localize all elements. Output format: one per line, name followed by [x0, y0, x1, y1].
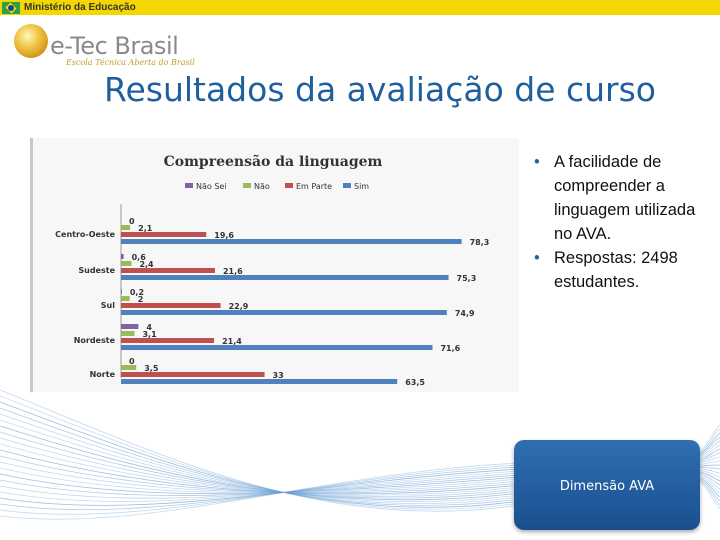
ministry-header: Ministério da Educação — [2, 1, 136, 14]
bar — [121, 372, 265, 377]
legend-label: Não Sei — [196, 182, 227, 191]
legend-label: Sim — [354, 182, 369, 191]
legend-swatch — [343, 183, 351, 188]
legend-label: Não — [254, 182, 270, 191]
data-label: 4 — [146, 323, 152, 332]
chart-legend: Não Sei Não Em Parte Sim — [185, 182, 369, 191]
data-label: 0 — [129, 217, 135, 226]
ministry-name: Ministério da Educação — [24, 2, 136, 13]
category-label: Centro-Oeste — [55, 230, 115, 239]
data-label: 33 — [273, 371, 284, 380]
bar — [121, 289, 122, 294]
legend-swatch — [185, 183, 193, 188]
bar — [121, 338, 215, 343]
logo-subtitle: Escola Técnica Aberta do Brasil — [66, 58, 195, 67]
data-label: 22,9 — [229, 302, 249, 311]
bar — [121, 254, 124, 259]
logo-name: e-Tec Brasil — [50, 32, 179, 60]
bar — [121, 275, 449, 280]
chart-title: Compreensão da linguagem — [164, 153, 383, 170]
globe-icon — [14, 24, 48, 58]
data-label: 3,5 — [144, 364, 159, 373]
data-label: 2,1 — [138, 224, 153, 233]
data-label: 78,3 — [470, 238, 490, 247]
data-label: 19,6 — [214, 231, 234, 240]
slide-title: Resultados da avaliação de curso — [104, 70, 656, 109]
bar — [121, 345, 433, 350]
top-bar: Ministério da Educação — [0, 0, 720, 15]
bar — [121, 365, 137, 370]
bullet-item: A facilidade de compreender a linguagem … — [532, 150, 718, 246]
data-label: 2 — [138, 295, 144, 304]
wave-line — [0, 464, 720, 511]
data-label: 71,6 — [440, 344, 460, 353]
bar — [121, 261, 132, 266]
bar — [121, 296, 130, 301]
data-label: 74,9 — [455, 309, 475, 318]
bar-chart: Compreensão da linguagem Não Sei Não Em Pa… — [55, 153, 489, 387]
wave-line — [0, 465, 720, 506]
legend-label: Em Parte — [296, 182, 332, 191]
bar — [121, 379, 398, 384]
bar — [121, 232, 207, 237]
button-label: Dimensão AVA — [559, 478, 655, 494]
category-label: Nordeste — [74, 336, 116, 345]
category-label: Sudeste — [78, 266, 115, 275]
data-label: 3,1 — [142, 330, 157, 339]
data-label: 0,6 — [132, 253, 147, 262]
brazil-flag-icon — [2, 1, 20, 14]
bar — [121, 303, 221, 308]
chart-panel: Compreensão da linguagem Não Sei Não Em Pa… — [30, 138, 519, 392]
legend-swatch — [285, 183, 293, 188]
bar — [121, 331, 135, 336]
bar — [121, 239, 462, 244]
plot-area: Centro-Oeste02,119,678,3Sudeste0,62,421,… — [55, 204, 489, 387]
bullet-item: Respostas: 2498 estudantes. — [532, 246, 718, 294]
data-label: 63,5 — [405, 378, 425, 387]
bar — [121, 268, 215, 273]
bar — [121, 310, 447, 315]
data-label: 21,4 — [222, 337, 242, 346]
dimensao-ava-button[interactable]: Dimensão AVA — [514, 440, 700, 530]
category-label: Norte — [90, 370, 116, 379]
legend-swatch — [243, 183, 251, 188]
data-label: 21,6 — [223, 267, 243, 276]
bar — [121, 225, 131, 230]
category-label: Sul — [101, 301, 115, 310]
bullet-list: A facilidade de compreender a linguagem … — [532, 150, 718, 294]
bar — [121, 324, 139, 329]
data-label: 75,3 — [457, 274, 477, 283]
data-label: 2,4 — [139, 260, 154, 269]
data-label: 0,2 — [130, 288, 144, 297]
etec-logo: e-Tec Brasil Escola Técnica Aberta do Br… — [14, 22, 204, 72]
data-label: 0 — [129, 357, 135, 366]
